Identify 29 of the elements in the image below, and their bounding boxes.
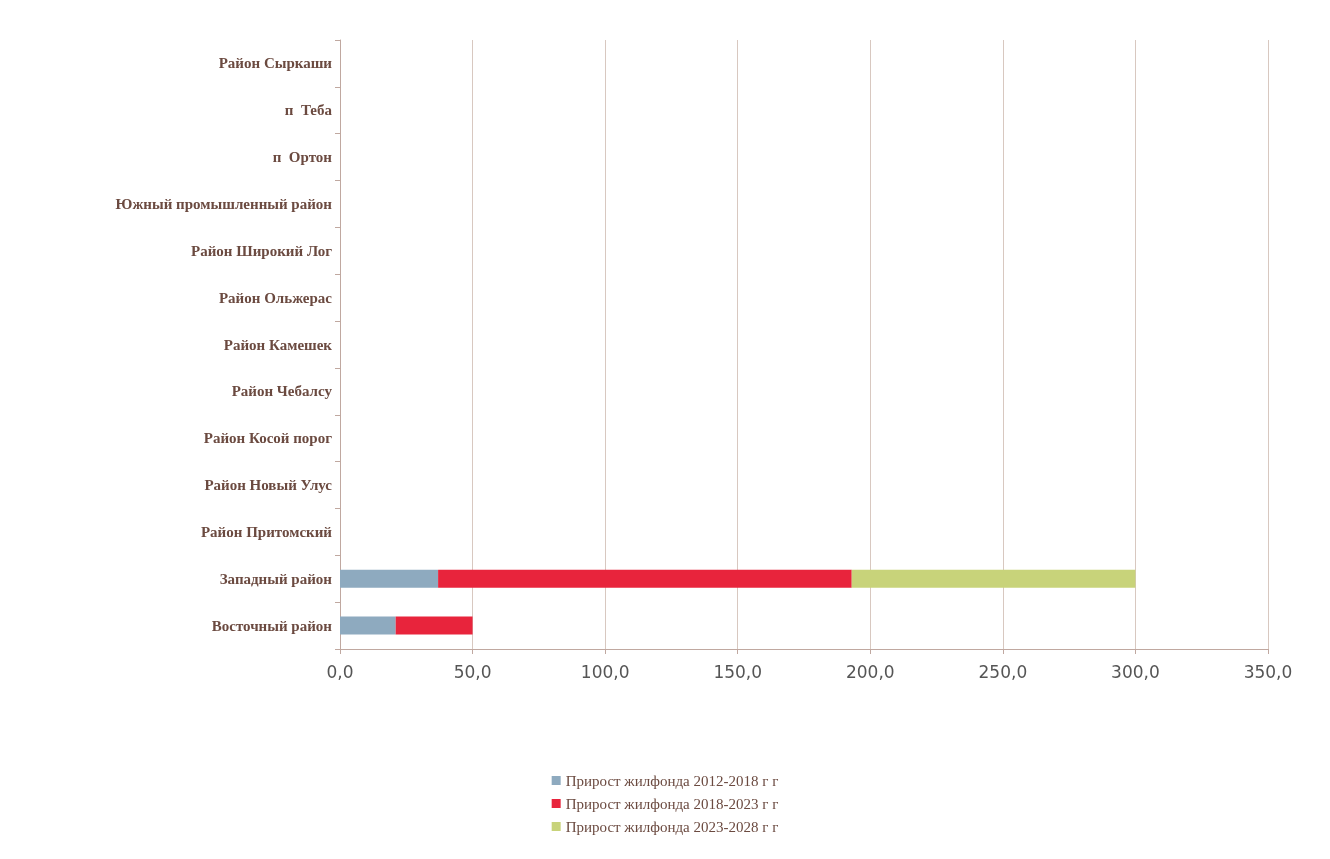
y-tick-label: п Теба xyxy=(284,102,333,119)
bar xyxy=(340,569,439,588)
bar xyxy=(340,616,396,635)
y-tick-label: Район Широкий Лог xyxy=(191,242,333,259)
x-tick-label: 250,0 xyxy=(978,661,1028,682)
y-tick-label: Район Камешек xyxy=(223,336,333,353)
x-tick-label: 200,0 xyxy=(845,661,895,682)
legend-label: Прирост жилфонда 2012-2018 г г xyxy=(565,772,779,789)
x-tick-label: 100,0 xyxy=(580,661,630,682)
y-tick-label: Район Ольжерас xyxy=(218,289,333,306)
legend-label: Прирост жилфонда 2018-2023 г г xyxy=(565,795,779,812)
y-tick-label: Район Новый Улус xyxy=(204,477,333,494)
y-tick-label: п Ортон xyxy=(272,149,333,166)
bar xyxy=(851,569,1136,588)
x-tick-label: 150,0 xyxy=(713,661,763,682)
y-tick-label: Восточный район xyxy=(211,617,333,634)
x-tick-label: 50,0 xyxy=(453,661,492,682)
y-tick-label: Район Косой порог xyxy=(203,430,333,447)
x-tick-label: 0,0 xyxy=(326,661,354,682)
x-tick-label: 300,0 xyxy=(1111,661,1160,682)
x-tick-label: 350,0 xyxy=(1243,661,1293,682)
bar xyxy=(395,616,473,635)
y-tick-label: Район Сыркаши xyxy=(218,55,333,72)
y-tick-label: Район Чебалсу xyxy=(231,383,333,400)
legend-label: Прирост жилфонда 2023-2028 г г xyxy=(565,818,779,835)
bar xyxy=(438,569,852,588)
y-tick-label: Западный район xyxy=(219,570,333,587)
y-tick-label: Район Притомский xyxy=(200,523,333,540)
y-tick-label: Южный промышленный район xyxy=(115,195,333,212)
